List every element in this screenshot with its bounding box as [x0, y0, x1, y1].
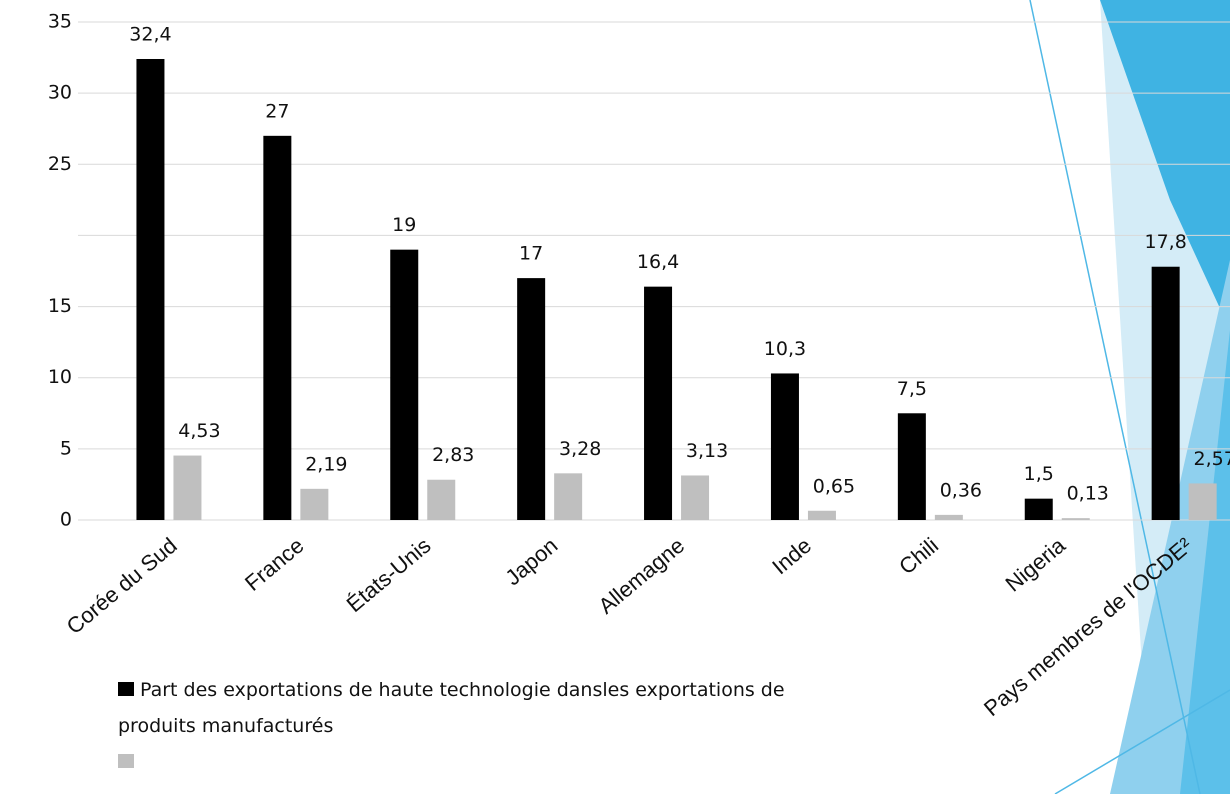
decor — [1180, 330, 1230, 794]
decor — [1100, 0, 1230, 330]
bar — [1024, 498, 1053, 520]
bar — [263, 135, 292, 521]
x-tick-label: Inde — [767, 533, 816, 580]
legend-swatch — [118, 682, 134, 696]
data-label: 1,5 — [1024, 463, 1054, 485]
data-label: 7,5 — [897, 378, 927, 400]
bar — [390, 249, 419, 520]
data-label: 17,8 — [1144, 231, 1186, 253]
data-label: 27 — [265, 100, 289, 122]
y-tick-label: 5 — [60, 437, 72, 459]
bar — [770, 373, 799, 520]
legend-entry — [118, 744, 818, 780]
data-label: 3,13 — [686, 440, 728, 462]
y-tick-label: 25 — [48, 153, 72, 175]
x-tick-label: Nigeria — [1000, 532, 1070, 596]
data-label: 17 — [519, 243, 543, 265]
bar — [1151, 266, 1180, 520]
x-tick-label: États-Unis — [342, 533, 436, 617]
background-decor — [1029, 0, 1230, 794]
bar — [517, 278, 546, 520]
bar — [136, 58, 165, 520]
decor-line — [1029, 0, 1201, 794]
bar — [1188, 483, 1217, 520]
x-tick-label: Allemagne — [594, 533, 690, 619]
data-label: 3,28 — [559, 438, 601, 460]
x-tick-label: France — [240, 533, 309, 596]
x-tick-label: Chili — [894, 533, 943, 580]
legend: Part des exportations de haute technolog… — [118, 672, 818, 780]
data-label: 16,4 — [637, 251, 679, 273]
x-tick-label: Japon — [500, 533, 562, 591]
data-label: 10,3 — [764, 338, 806, 360]
y-tick-label: 35 — [48, 11, 72, 33]
bar — [644, 286, 673, 520]
bar — [427, 479, 456, 520]
data-label: 2,57 — [1193, 448, 1230, 470]
legend-entry: Part des exportations de haute technolog… — [118, 672, 818, 744]
bar — [681, 475, 710, 520]
legend-label: Part des exportations de haute technolog… — [118, 679, 785, 737]
y-tick-label: 10 — [48, 366, 72, 388]
bar — [807, 510, 836, 520]
data-label: 0,13 — [1067, 483, 1109, 505]
bar — [897, 413, 926, 520]
bar — [173, 455, 202, 520]
legend-swatch — [118, 754, 134, 768]
data-label: 4,53 — [178, 420, 220, 442]
data-label: 2,83 — [432, 444, 474, 466]
bar — [554, 473, 583, 520]
y-tick-label: 0 — [60, 509, 72, 531]
bar — [300, 488, 329, 520]
y-tick-label: 30 — [48, 82, 72, 104]
decor-line — [1054, 689, 1230, 794]
y-tick-label: 15 — [48, 295, 72, 317]
data-label: 19 — [392, 214, 416, 236]
bar — [934, 514, 963, 520]
data-label: 32,4 — [129, 23, 171, 45]
data-label: 0,36 — [940, 479, 982, 501]
bar — [1061, 518, 1090, 520]
x-tick-label: Corée du Sud — [62, 533, 182, 639]
data-label: 2,19 — [305, 453, 347, 475]
data-label: 0,65 — [813, 475, 855, 497]
